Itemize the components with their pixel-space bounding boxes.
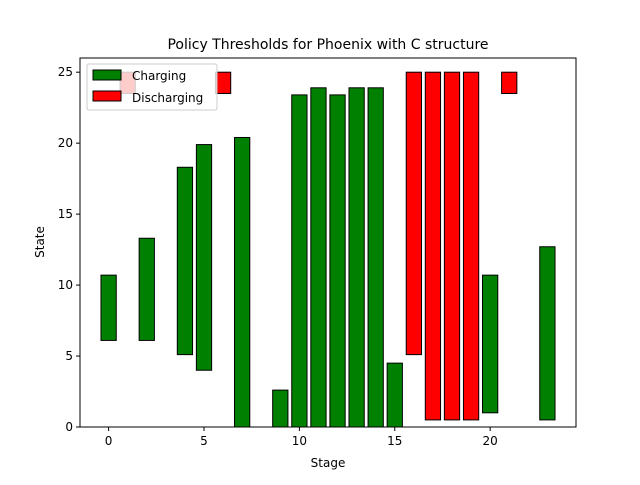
- legend: Charging Discharging: [86, 63, 218, 111]
- bar-discharging-stage-18: [443, 71, 461, 421]
- bars-group: [100, 71, 556, 428]
- bar-discharging-stage-16: [405, 71, 422, 356]
- bar-charging-stage-0: [100, 274, 117, 341]
- bar-charging-stage-5: [195, 144, 213, 371]
- bar-discharging-stage-6: [214, 71, 232, 94]
- bar-charging-stage-14: [367, 87, 384, 428]
- y-tick-label: 0: [65, 420, 73, 434]
- x-tick-label: 5: [200, 434, 208, 448]
- bar-charging-stage-15: [386, 362, 403, 428]
- bar-discharging-stage-19: [462, 71, 480, 421]
- bar-charging-stage-20: [482, 274, 499, 414]
- bar-charging-stage-4: [176, 166, 194, 356]
- y-axis-label: State: [33, 226, 47, 258]
- bar-charging-stage-23: [539, 246, 556, 421]
- y-tick-label: 20: [58, 136, 73, 150]
- x-axis: 0 5 10 15 20: [105, 427, 498, 448]
- bar-charging-stage-9: [272, 389, 289, 428]
- legend-swatch-discharging: [92, 90, 122, 102]
- legend-swatch-charging: [92, 69, 122, 81]
- bar-discharging-stage-21: [501, 71, 518, 94]
- x-tick-label: 10: [292, 434, 307, 448]
- plot-frame: [79, 57, 577, 428]
- y-tick-label: 25: [58, 65, 73, 79]
- y-tick-label: 15: [58, 207, 73, 221]
- x-tick-label: 15: [387, 434, 402, 448]
- legend-label-charging: Charging: [132, 69, 186, 83]
- bar-charging-stage-2: [138, 237, 155, 341]
- bar-charging-stage-10: [291, 94, 308, 428]
- bar-charging-stage-13: [348, 87, 365, 428]
- bar-charging-stage-12: [329, 94, 346, 428]
- bar-charging-stage-11: [310, 87, 327, 428]
- legend-label-discharging: Discharging: [132, 91, 203, 105]
- bar-charging-stage-7: [234, 136, 251, 428]
- x-axis-label: Stage: [311, 456, 346, 470]
- y-tick-label: 5: [65, 349, 73, 363]
- x-tick-label: 20: [483, 434, 498, 448]
- x-tick-label: 0: [105, 434, 113, 448]
- chart-title: Policy Thresholds for Phoenix with C str…: [167, 37, 488, 53]
- y-axis: 0 5 10 15 20 25: [58, 65, 80, 434]
- bar-discharging-stage-17: [424, 71, 442, 421]
- y-tick-label: 10: [58, 278, 73, 292]
